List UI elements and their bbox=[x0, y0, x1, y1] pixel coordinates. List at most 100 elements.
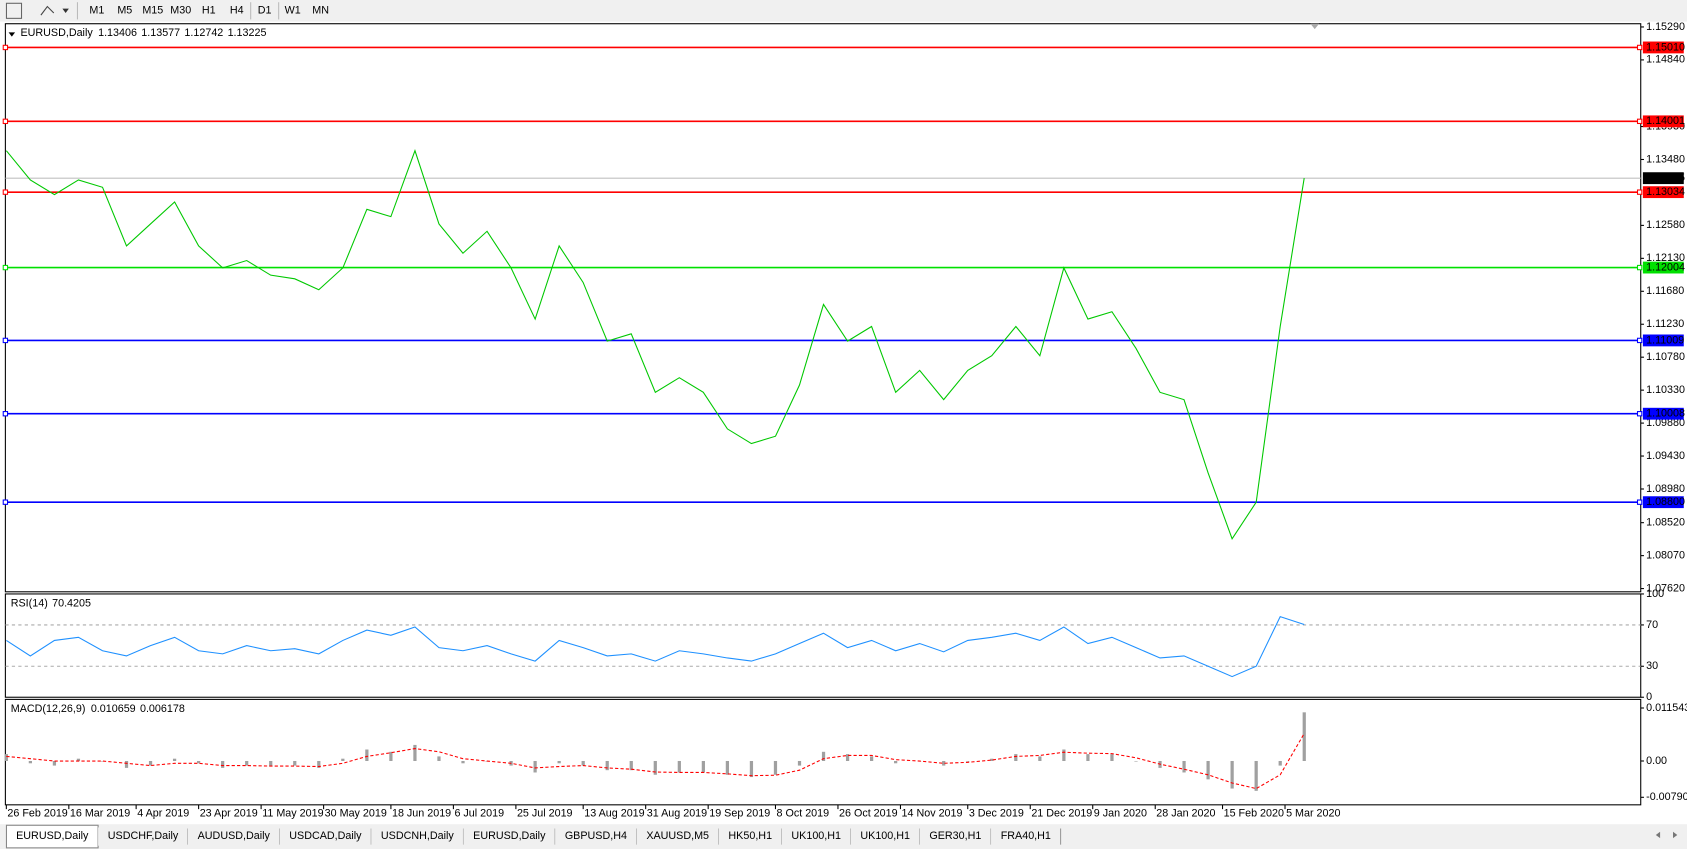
tab-label[interactable]: USDCNH,Daily bbox=[381, 830, 454, 842]
x-tick-label: 8 Oct 2019 bbox=[777, 807, 830, 819]
y-tick-label: 1.13480 bbox=[1646, 153, 1685, 165]
tab-label[interactable]: USDCAD,Daily bbox=[289, 830, 362, 842]
shift-marker bbox=[1310, 23, 1320, 30]
macd-bar bbox=[1230, 760, 1234, 789]
macd-bar bbox=[52, 760, 57, 766]
macd-bar bbox=[317, 760, 321, 768]
macd-bar bbox=[437, 756, 441, 761]
tab[interactable] bbox=[781, 827, 851, 846]
tab[interactable] bbox=[279, 827, 372, 846]
toolbar bbox=[0, 0, 1687, 22]
level-label-box bbox=[1642, 115, 1684, 128]
tab-label[interactable]: EURUSD,Daily bbox=[473, 830, 546, 842]
level-marker bbox=[1636, 44, 1643, 51]
y-tick-label: 1.08070 bbox=[1646, 549, 1685, 561]
x-tick-label: 28 Jan 2020 bbox=[1156, 807, 1215, 819]
tab[interactable] bbox=[463, 827, 556, 846]
toolbar-icon[interactable] bbox=[40, 5, 55, 16]
macd-bar bbox=[1254, 760, 1258, 791]
tab-label[interactable]: GER30,H1 bbox=[929, 830, 981, 842]
tab[interactable] bbox=[636, 827, 719, 846]
macd-bar bbox=[1206, 760, 1210, 780]
x-tick-label: 23 Apr 2019 bbox=[200, 807, 258, 819]
scroll-left[interactable] bbox=[1655, 831, 1661, 839]
dropdown-arrow[interactable] bbox=[62, 8, 69, 13]
tab-label[interactable]: UK100,H1 bbox=[860, 830, 910, 842]
macd-bar bbox=[172, 758, 177, 761]
y-tick-label: 1.10330 bbox=[1646, 384, 1685, 396]
macd-bar bbox=[1110, 754, 1114, 761]
tab[interactable] bbox=[371, 827, 464, 846]
macd-bar bbox=[1014, 754, 1018, 761]
tab[interactable] bbox=[991, 827, 1061, 846]
timeframe-button[interactable]: M30 bbox=[170, 5, 191, 17]
macd-bar bbox=[1062, 749, 1066, 761]
macd-bar bbox=[341, 758, 345, 761]
timeframe-button[interactable]: M1 bbox=[89, 5, 104, 17]
x-tick-label: 13 Aug 2019 bbox=[584, 807, 644, 819]
timeframe-button[interactable]: H1 bbox=[202, 5, 216, 17]
x-tick-label: 26 Oct 2019 bbox=[839, 807, 898, 819]
macd-bar bbox=[725, 760, 730, 775]
tab-label[interactable]: XAUUSD,M5 bbox=[646, 830, 709, 842]
timeframe-button[interactable]: M5 bbox=[117, 5, 132, 17]
toolbar-icon[interactable] bbox=[5, 2, 23, 19]
level-label: 1.15010 bbox=[1646, 41, 1685, 53]
x-tick-label: 21 Dec 2019 bbox=[1031, 807, 1092, 819]
y-tick-label: 30 bbox=[1646, 660, 1658, 672]
tab[interactable] bbox=[555, 827, 637, 846]
tab-label[interactable]: FRA40,H1 bbox=[1001, 830, 1051, 842]
x-tick-label: 9 Jan 2020 bbox=[1094, 807, 1147, 819]
level-label: 1.11009 bbox=[1646, 334, 1684, 346]
x-tick-label: 4 Apr 2019 bbox=[137, 807, 189, 819]
macd-bar bbox=[581, 760, 585, 766]
macd-bar bbox=[773, 760, 778, 775]
tab-label[interactable]: GBPUSD,H4 bbox=[565, 830, 627, 842]
price-line bbox=[6, 615, 1305, 678]
tab-label[interactable]: USDCHF,Daily bbox=[108, 830, 179, 842]
timeframe-button[interactable]: MN bbox=[312, 5, 329, 17]
macd-bar bbox=[413, 744, 417, 761]
macd-bar bbox=[365, 749, 369, 761]
tab[interactable] bbox=[98, 827, 188, 846]
tab-label[interactable]: AUDUSD,Daily bbox=[198, 830, 271, 842]
macd-bar bbox=[1278, 760, 1282, 766]
tab-label[interactable]: EURUSD,Daily bbox=[16, 830, 89, 842]
y-tick-label: 1.12130 bbox=[1646, 252, 1685, 264]
y-tick-label: 1.09880 bbox=[1646, 417, 1685, 429]
level-marker bbox=[2, 499, 9, 505]
header-value: 1.13577 bbox=[141, 27, 180, 39]
tab[interactable] bbox=[718, 827, 782, 846]
macd-bar bbox=[653, 760, 657, 775]
x-tick-label: 6 Jul 2019 bbox=[454, 807, 504, 819]
x-tick-label: 5 Mar 2020 bbox=[1286, 807, 1340, 819]
macd-bar bbox=[894, 760, 898, 764]
x-tick-label: 30 May 2019 bbox=[325, 807, 387, 819]
timeframe-button[interactable]: M15 bbox=[142, 5, 163, 17]
macd-bar bbox=[869, 756, 874, 761]
tab-label[interactable]: HK50,H1 bbox=[728, 830, 772, 842]
timeframe-button[interactable]: W1 bbox=[285, 5, 301, 17]
panel-title: MACD(12,26,9) bbox=[11, 703, 86, 715]
header-value: 1.12742 bbox=[184, 27, 223, 39]
rsi-panel bbox=[4, 593, 1642, 698]
scroll-right[interactable] bbox=[1673, 831, 1678, 839]
tab[interactable] bbox=[187, 827, 280, 846]
x-tick-label: 31 Aug 2019 bbox=[647, 807, 707, 819]
level-label-box bbox=[1642, 334, 1684, 347]
level-marker bbox=[2, 337, 9, 344]
level-marker bbox=[1636, 499, 1643, 505]
macd-bar bbox=[293, 760, 297, 766]
tab[interactable] bbox=[850, 827, 920, 846]
current-price-box bbox=[1642, 172, 1684, 185]
level-marker bbox=[2, 189, 9, 195]
tab[interactable] bbox=[919, 827, 992, 846]
timeframe-button[interactable]: H4 bbox=[230, 5, 244, 17]
tab-label[interactable]: UK100,H1 bbox=[791, 830, 841, 842]
macd-bar bbox=[197, 760, 201, 764]
timeframe-button[interactable]: D1 bbox=[258, 5, 272, 17]
x-tick-label: 3 Dec 2019 bbox=[969, 807, 1024, 819]
y-tick-label: 1.12580 bbox=[1646, 219, 1685, 231]
macd-bar bbox=[821, 751, 826, 761]
macd-bar bbox=[245, 760, 249, 766]
